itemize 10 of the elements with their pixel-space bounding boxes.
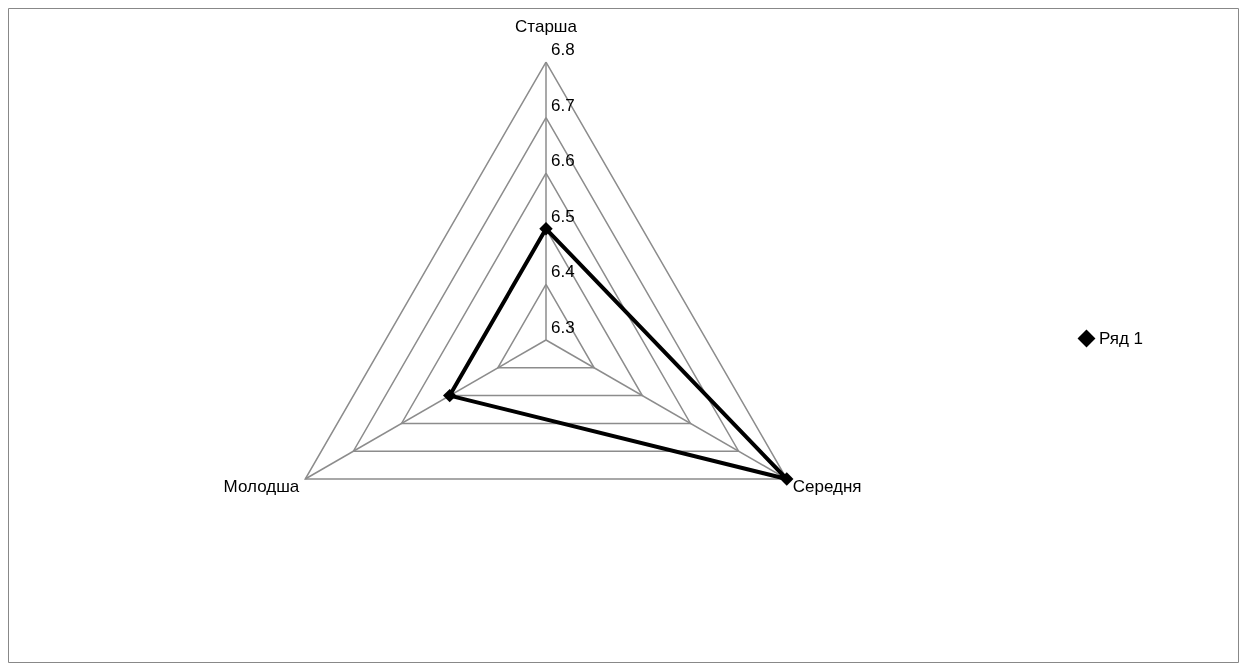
y-tick-label: 6.4 <box>551 262 575 282</box>
legend-label: Ряд 1 <box>1099 328 1144 348</box>
y-tick-label: 6.5 <box>551 206 575 226</box>
y-tick-label: 6.7 <box>551 95 575 115</box>
spoke-label: Середня <box>792 477 862 496</box>
y-tick-label: 6.3 <box>551 318 575 337</box>
spoke-label: Старша <box>515 17 578 36</box>
y-tick-label: 6.6 <box>551 151 575 171</box>
y-tick-label: 6.8 <box>551 40 575 59</box>
spoke-label: Молодша <box>223 477 300 496</box>
